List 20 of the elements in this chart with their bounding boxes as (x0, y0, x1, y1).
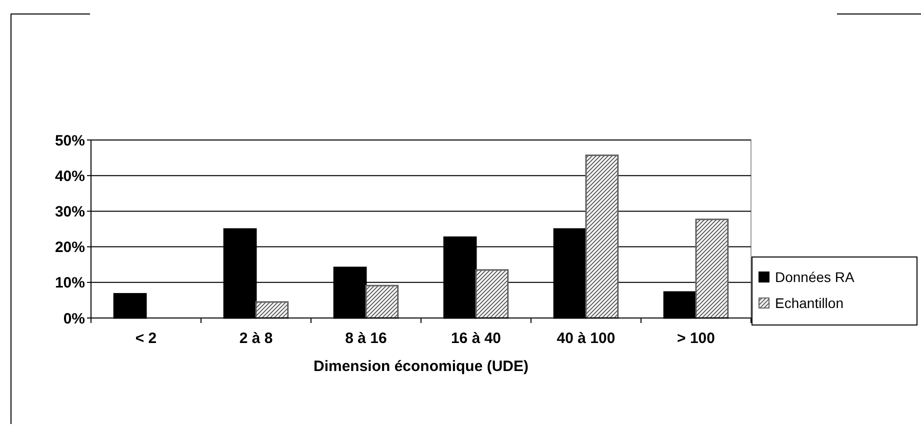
legend-label: Données RA (775, 268, 856, 285)
x-tick-label: 40 à 100 (556, 330, 616, 347)
bar (475, 269, 509, 319)
x-tick-label: < 2 (135, 330, 157, 347)
y-tick-label: 10% (54, 274, 85, 292)
legend-label: Echantillon (775, 294, 844, 311)
x-tick-label: 2 à 8 (239, 330, 273, 347)
bar (365, 284, 399, 319)
y-tick-label: 30% (54, 203, 85, 220)
x-tick-label: 8 à 16 (345, 330, 387, 347)
bar (585, 154, 619, 319)
y-tick-label: 50% (54, 132, 85, 150)
y-tick-label: 20% (54, 239, 85, 256)
x-tick-label: 16 à 40 (450, 330, 502, 347)
y-tick-label: 40% (54, 168, 85, 185)
y-tick-label: 0% (63, 310, 85, 328)
bar (255, 301, 289, 319)
x-tick-label: > 100 (677, 330, 715, 347)
bar (695, 218, 729, 319)
x-axis-title: Dimension économique (UDE) (313, 358, 529, 375)
